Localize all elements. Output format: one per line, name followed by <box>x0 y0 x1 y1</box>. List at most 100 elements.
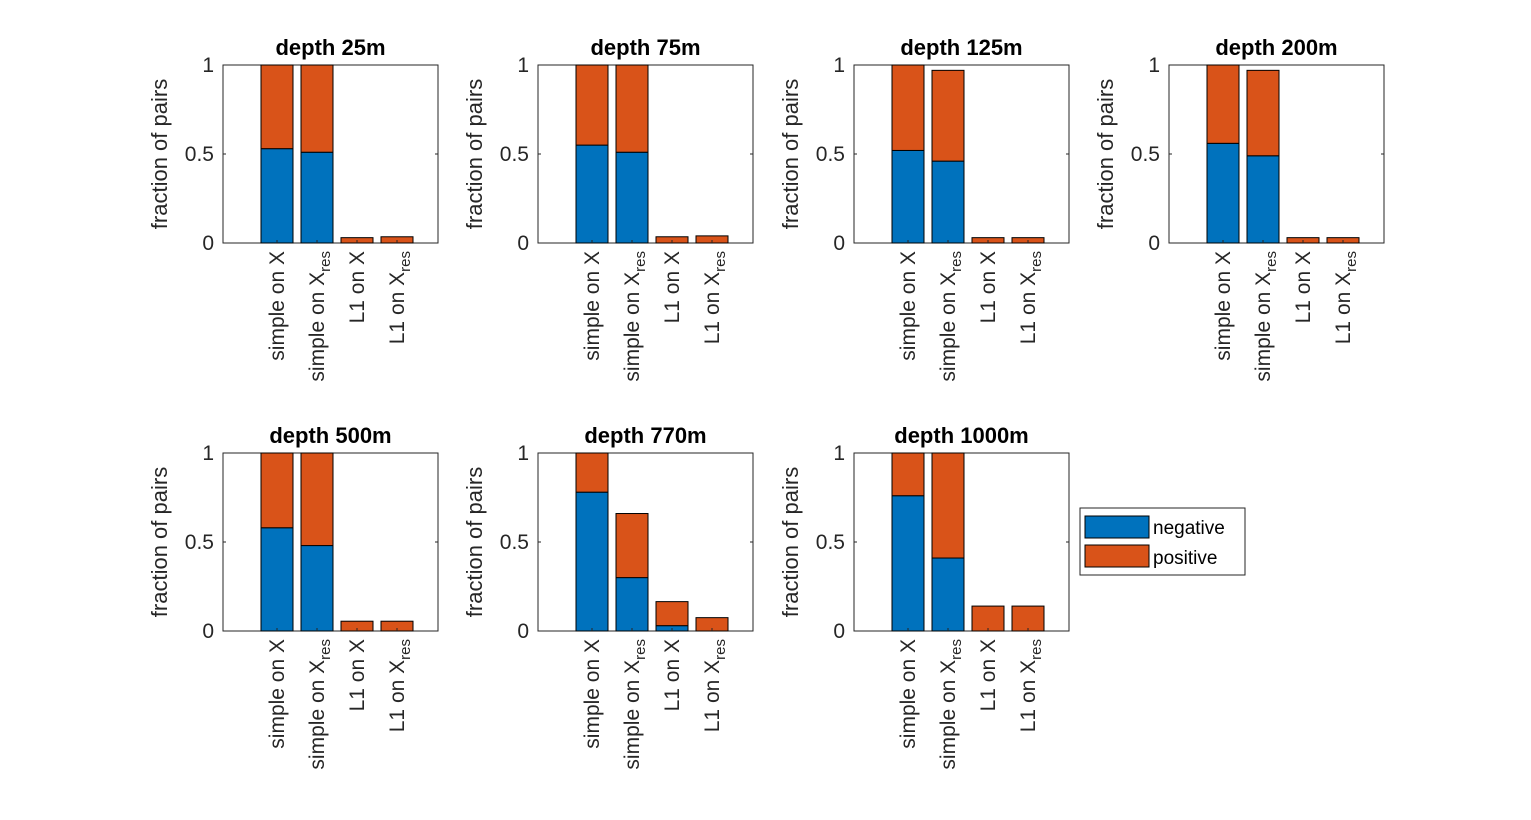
y-axis-label: fraction of pairs <box>778 467 803 617</box>
y-axis-label: fraction of pairs <box>1093 79 1118 229</box>
panel-title: depth 770m <box>584 423 706 448</box>
bar-positive-1 <box>575 452 609 493</box>
y-tick-label: 1 <box>833 442 845 465</box>
x-tick-label: simple on Xres <box>306 251 334 382</box>
y-tick-label: 0.5 <box>1131 143 1160 166</box>
bar-positive-2 <box>615 64 649 153</box>
bar-negative-2 <box>931 557 965 632</box>
bar-positive-1 <box>575 64 609 146</box>
y-axis-label: fraction of pairs <box>462 79 487 229</box>
y-tick-label: 1 <box>517 54 529 77</box>
subplot-1: depth 25m fraction of pairs 0 0.5 1 simple on… <box>147 35 439 382</box>
bar-negative-1 <box>575 491 609 632</box>
legend-swatch-negative <box>1084 515 1150 539</box>
bar-positive-1 <box>1206 64 1240 144</box>
bar-positive-1 <box>891 64 925 151</box>
y-tick-label: 0 <box>202 232 214 255</box>
x-tick-label: L1 on Xres <box>1017 639 1045 732</box>
y-tick-label: 0.5 <box>185 531 214 554</box>
x-tick-label: simple on X <box>897 251 920 361</box>
bar-negative-1 <box>891 495 925 632</box>
x-tick-label: L1 on X <box>346 251 369 323</box>
bar-negative-2 <box>615 151 649 244</box>
y-tick-label: 1 <box>833 54 845 77</box>
x-tick-label: simple on X <box>581 251 604 361</box>
legend-label-positive: positive <box>1153 548 1217 569</box>
bar-positive-2 <box>1246 69 1280 157</box>
y-tick-label: 0 <box>833 232 845 255</box>
bar-positive-2 <box>300 64 334 153</box>
y-tick-label: 0.5 <box>185 143 214 166</box>
x-tick-label: simple on Xres <box>937 251 965 382</box>
legend-label-negative: negative <box>1153 518 1225 539</box>
x-tick-label: simple on Xres <box>937 639 965 770</box>
subplot-4: depth 200m fraction of pairs 0 0.5 1 simple o… <box>1093 35 1385 382</box>
bar-negative-1 <box>260 527 294 632</box>
bar-positive-1 <box>260 452 294 529</box>
x-tick-label: simple on X <box>266 639 289 749</box>
bar-positive-3 <box>971 605 1005 632</box>
y-tick-label: 0 <box>517 620 529 643</box>
y-tick-label: 0 <box>1148 232 1160 255</box>
panel-title: depth 25m <box>275 35 385 60</box>
legend-swatch-positive <box>1084 544 1150 568</box>
y-tick-label: 1 <box>202 442 214 465</box>
x-tick-label: simple on Xres <box>621 251 649 382</box>
x-tick-label: simple on X <box>1212 251 1235 361</box>
panel-title: depth 75m <box>590 35 700 60</box>
y-axis-label: fraction of pairs <box>778 79 803 229</box>
x-tick-label: simple on X <box>897 639 920 749</box>
y-tick-label: 0 <box>517 232 529 255</box>
y-tick-label: 0.5 <box>816 531 845 554</box>
panel-title: depth 200m <box>1215 35 1337 60</box>
panel-title: depth 500m <box>269 423 391 448</box>
y-axis-label: fraction of pairs <box>147 467 172 617</box>
y-tick-label: 0.5 <box>500 531 529 554</box>
bar-positive-2 <box>931 452 965 559</box>
x-tick-label: L1 on Xres <box>701 251 729 344</box>
x-tick-label: L1 on Xres <box>1017 251 1045 344</box>
y-tick-label: 0 <box>833 620 845 643</box>
x-tick-label: simple on X <box>266 251 289 361</box>
bar-positive-3 <box>655 601 689 627</box>
x-tick-label: L1 on X <box>661 251 684 323</box>
bar-negative-1 <box>260 148 294 244</box>
bar-negative-1 <box>891 149 925 244</box>
y-tick-label: 1 <box>517 442 529 465</box>
bar-negative-2 <box>300 151 334 244</box>
x-tick-label: L1 on Xres <box>1332 251 1360 344</box>
x-tick-label: L1 on Xres <box>386 639 414 732</box>
bar-positive-4 <box>1011 605 1045 632</box>
legend: negative positive <box>1079 507 1246 576</box>
bar-positive-2 <box>615 513 649 579</box>
x-tick-label: L1 on Xres <box>386 251 414 344</box>
x-tick-label: L1 on X <box>346 639 369 711</box>
x-tick-label: L1 on X <box>977 639 1000 711</box>
subplot-grid: depth 25m fraction of pairs 0 0.5 1 simple on… <box>147 35 1385 770</box>
bar-negative-2 <box>300 545 334 632</box>
bar-positive-1 <box>891 452 925 497</box>
x-tick-label: L1 on X <box>661 639 684 711</box>
bar-negative-1 <box>575 144 609 244</box>
bar-negative-2 <box>931 160 965 244</box>
x-tick-label: L1 on Xres <box>701 639 729 732</box>
y-tick-label: 0.5 <box>500 143 529 166</box>
subplot-3: depth 125m fraction of pairs 0 0.5 1 simple o… <box>778 35 1070 382</box>
x-tick-label: L1 on X <box>1292 251 1315 323</box>
x-tick-label: simple on Xres <box>306 639 334 770</box>
x-tick-label: L1 on X <box>977 251 1000 323</box>
subplot-2: depth 75m fraction of pairs 0 0.5 1 simple on… <box>462 35 754 382</box>
bar-positive-1 <box>260 64 294 150</box>
y-tick-label: 0 <box>202 620 214 643</box>
x-tick-label: simple on X <box>581 639 604 749</box>
bar-negative-2 <box>615 577 649 632</box>
bar-positive-2 <box>931 69 965 162</box>
subplot-5: depth 500m fraction of pairs 0 0.5 1 simple o… <box>147 423 439 770</box>
y-tick-label: 0.5 <box>816 143 845 166</box>
y-tick-label: 1 <box>1148 54 1160 77</box>
y-axis-label: fraction of pairs <box>462 467 487 617</box>
y-tick-label: 1 <box>202 54 214 77</box>
x-tick-label: simple on Xres <box>1252 251 1280 382</box>
subplot-6: depth 770m fraction of pairs 0 0.5 1 simple o… <box>462 423 754 770</box>
